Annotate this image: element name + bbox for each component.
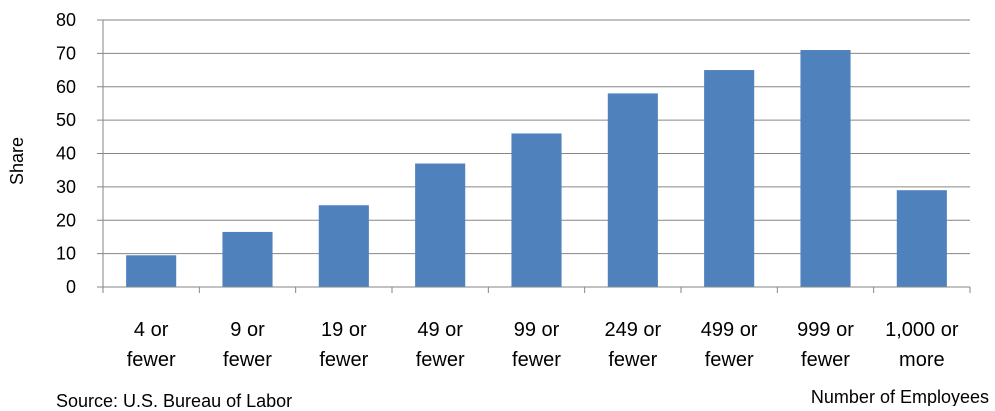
x-tick-label: 499 or (701, 319, 758, 341)
x-tick-label: 999 or (797, 319, 854, 341)
x-tick-label: 49 or (417, 319, 463, 341)
y-axis-title: Share (7, 137, 27, 185)
x-axis-title: Number of Employees (811, 387, 989, 406)
y-axis-ticks: 0 10 20 30 40 50 60 70 80 (56, 10, 103, 297)
y-tick-label: 10 (56, 244, 76, 264)
y-tick-label: 40 (56, 144, 76, 164)
x-tick-label: more (899, 349, 945, 371)
x-axis-tick-labels: 4 or fewer 9 or fewer 19 or fewer 49 or fewer 99… (127, 319, 959, 371)
bar (607, 93, 658, 287)
x-tick-label: 249 or (604, 319, 661, 341)
x-tick-label: 1,000 or (885, 319, 959, 341)
bar (896, 190, 947, 287)
y-tick-label: 50 (56, 110, 76, 130)
y-tick-label: 0 (66, 277, 76, 297)
x-tick-label: fewer (416, 349, 465, 371)
x-tick-label: fewer (608, 349, 657, 371)
bar (511, 133, 562, 287)
bar (222, 231, 273, 287)
y-tick-label: 80 (56, 10, 76, 30)
x-tick-label: 19 or (321, 319, 367, 341)
x-tick-label: 9 or (230, 319, 265, 341)
bar (126, 255, 177, 287)
y-tick-label: 30 (56, 177, 76, 197)
bar (318, 205, 369, 287)
y-tick-label: 70 (56, 43, 76, 63)
y-tick-label: 20 (56, 210, 76, 230)
y-tick-label: 60 (56, 77, 76, 97)
bars (126, 50, 947, 287)
x-tick-label: fewer (319, 349, 368, 371)
source-note: Source: U.S. Bureau of Labor (56, 391, 293, 411)
bar (415, 163, 466, 287)
x-tick-label: fewer (705, 349, 754, 371)
bar (704, 70, 755, 287)
x-axis (102, 20, 971, 293)
x-tick-label: 99 or (514, 319, 560, 341)
x-tick-label: 4 or (134, 319, 169, 341)
bar (800, 50, 851, 287)
x-tick-label: fewer (223, 349, 272, 371)
x-tick-label: fewer (801, 349, 850, 371)
x-tick-label: fewer (512, 349, 561, 371)
x-tick-label: fewer (127, 349, 176, 371)
